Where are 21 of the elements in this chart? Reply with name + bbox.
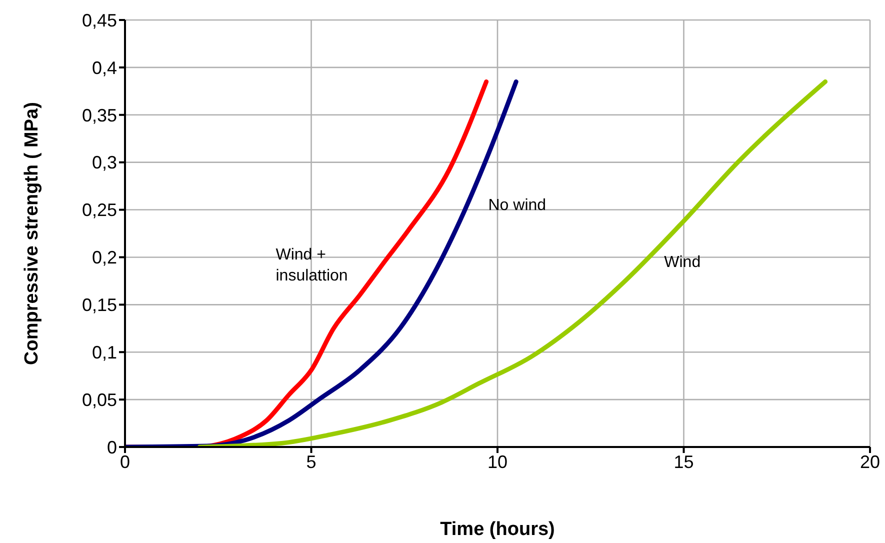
x-axis-title: Time (hours) (440, 519, 555, 540)
y-axis-title: Compressive strength ( MPa) (22, 102, 42, 365)
y-tick-label: 0 (106, 437, 117, 458)
y-tick-label: 0,45 (82, 10, 117, 30)
series-label: Wind (664, 253, 701, 270)
y-tick-label: 0,05 (82, 390, 117, 410)
y-tick-label: 0,15 (82, 295, 117, 316)
y-tick-label: 0,3 (92, 152, 117, 173)
x-tick-label: 10 (487, 452, 508, 472)
x-tick-label: 5 (306, 452, 316, 472)
series-label: No wind (488, 196, 546, 214)
x-tick-label: 15 (674, 452, 694, 472)
x-tick-label: 20 (860, 452, 880, 472)
x-tick-label: 0 (120, 452, 130, 472)
series-label: Wind + insulattion (276, 246, 348, 284)
line-series (197, 79, 828, 447)
y-tick-label: 0,35 (82, 105, 117, 126)
y-tick-label: 0,1 (92, 342, 117, 362)
y-tick-label: 0,25 (82, 200, 117, 220)
y-tick-label: 0,4 (92, 58, 117, 78)
y-tick-label: 0,2 (92, 248, 117, 268)
